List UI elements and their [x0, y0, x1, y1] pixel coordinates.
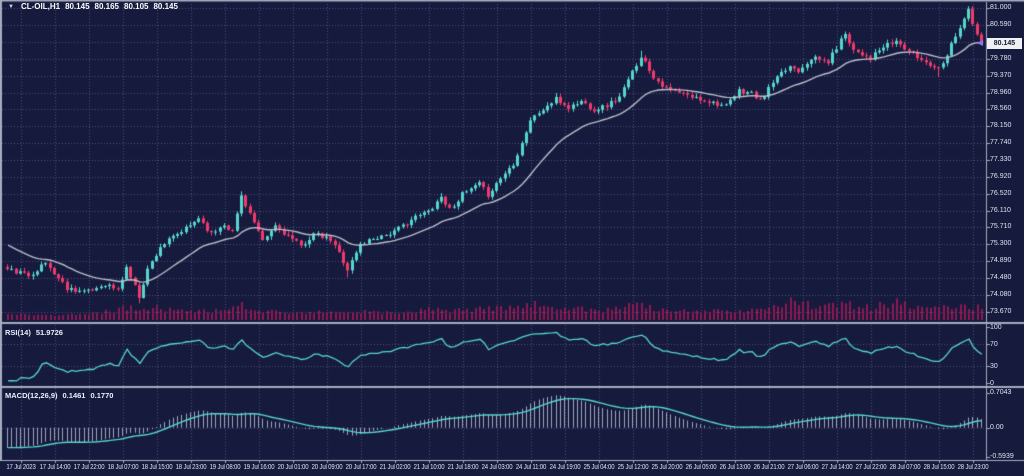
time-tick-label: 25 Jul 20:00 [651, 464, 683, 471]
time-tick-label: 24 Jul 19:00 [549, 464, 581, 471]
time-tick-label: 24 Jul 11:00 [515, 464, 547, 471]
time-tick-label: 27 Jul 14:00 [821, 464, 853, 471]
price-tick-label: 75.710 [990, 223, 1012, 231]
time-tick-label: 24 Jul 03:00 [481, 464, 513, 471]
price-tick-label: 76.920 [990, 173, 1012, 181]
price-tick-label: 76.110 [990, 206, 1011, 214]
price-tick-label: 77.740 [990, 139, 1012, 147]
time-tick-label: 28 Jul 23:00 [957, 464, 989, 471]
rsi-indicator-label: RSI(14) 51.9726 [5, 328, 63, 337]
macd-tick-label: 0.00 [990, 423, 1004, 431]
rsi-tick-label: 30 [990, 363, 998, 371]
time-tick-label: 26 Jul 13:00 [719, 464, 751, 471]
time-tick-label: 26 Jul 05:00 [685, 464, 717, 471]
macd-indicator-label: MACD(12,26,9) 0.1461 0.1770 [5, 391, 113, 400]
price-tick-label: 78.150 [990, 122, 1012, 130]
time-tick-label: 19 Jul 16:00 [243, 464, 275, 471]
time-tick-label: 20 Jul 17:00 [345, 464, 377, 471]
price-tick-label: 78.560 [990, 105, 1012, 113]
price-tick-label: 74.080 [990, 290, 1012, 298]
time-tick-label: 19 Jul 08:00 [209, 464, 241, 471]
ohlc-close: 80.145 [153, 2, 178, 11]
time-tick-label: 25 Jul 12:00 [617, 464, 649, 471]
time-tick-label: 28 Jul 07:00 [889, 464, 921, 471]
rsi-label: RSI(14) [5, 328, 31, 337]
time-tick-label: 28 Jul 15:00 [923, 464, 955, 471]
rsi-tick-label: 70 [990, 340, 998, 348]
ohlc-high: 80.165 [94, 2, 119, 11]
price-tick-label: 78.960 [990, 88, 1012, 96]
macd-signal-value: 0.1770 [90, 391, 114, 400]
time-tick-label: 21 Jul 10:00 [413, 464, 445, 471]
time-tick-label: 27 Jul 06:00 [787, 464, 819, 471]
time-tick-label: 17 Jul 14:00 [39, 464, 71, 471]
price-tick-label: 79.370 [990, 71, 1012, 79]
macd-label: MACD(12,26,9) [5, 391, 58, 400]
macd-tick-label: -0.5939 [990, 453, 1014, 460]
price-tick-label: 81.000 [990, 4, 1012, 11]
rsi-tick-label: 0 [990, 380, 994, 387]
time-tick-label: 21 Jul 18:00 [447, 464, 479, 471]
time-tick-label: 18 Jul 23:00 [175, 464, 207, 471]
time-tick-label: 18 Jul 07:00 [107, 464, 139, 471]
price-tick-label: 76.520 [990, 189, 1012, 197]
time-tick-label: 20 Jul 09:00 [311, 464, 343, 471]
symbol-ohlc-header: ▼ CL-OIL,H1 80.145 80.165 80.105 80.145 [8, 2, 178, 11]
time-tick-label: 26 Jul 21:00 [753, 464, 785, 471]
price-tick-label: 77.330 [990, 156, 1012, 164]
current-price-label: 80.145 [993, 39, 1016, 47]
ohlc-low: 80.105 [124, 2, 149, 11]
macd-tick-label: 0.7043 [990, 389, 1012, 396]
time-tick-label: 25 Jul 04:00 [583, 464, 615, 471]
current-price-badge: 80.145 [987, 37, 1022, 49]
chart-collapse-icon[interactable]: ▼ [8, 3, 14, 10]
last-price-marker-icon [977, 40, 983, 47]
main-chart-panel[interactable] [2, 2, 986, 322]
time-tick-label: 21 Jul 02:00 [379, 464, 411, 471]
time-tick-label: 17 Jul 22:00 [73, 464, 105, 471]
time-tick-label: 18 Jul 15:00 [141, 464, 173, 471]
ohlc-open: 80.145 [65, 2, 90, 11]
price-tick-label: 80.590 [990, 21, 1012, 28]
time-tick-label: 20 Jul 01:00 [277, 464, 309, 471]
rsi-tick-label: 100 [990, 324, 1002, 331]
price-tick-label: 74.480 [990, 274, 1012, 282]
time-tick-label: 27 Jul 22:00 [855, 464, 887, 471]
macd-value: 0.1461 [62, 391, 86, 400]
symbol-timeframe-label: CL-OIL,H1 [20, 2, 61, 11]
price-tick-label: 73.670 [990, 308, 1012, 315]
rsi-value: 51.9726 [35, 328, 63, 337]
price-tick-label: 75.300 [990, 240, 1012, 248]
rsi-panel[interactable] [2, 325, 986, 385]
macd-panel[interactable] [2, 389, 986, 459]
price-tick-label: 79.780 [990, 54, 1012, 62]
price-tick-label: 74.890 [990, 257, 1012, 265]
time-tick-label: 17 Jul 2023 [6, 464, 36, 471]
